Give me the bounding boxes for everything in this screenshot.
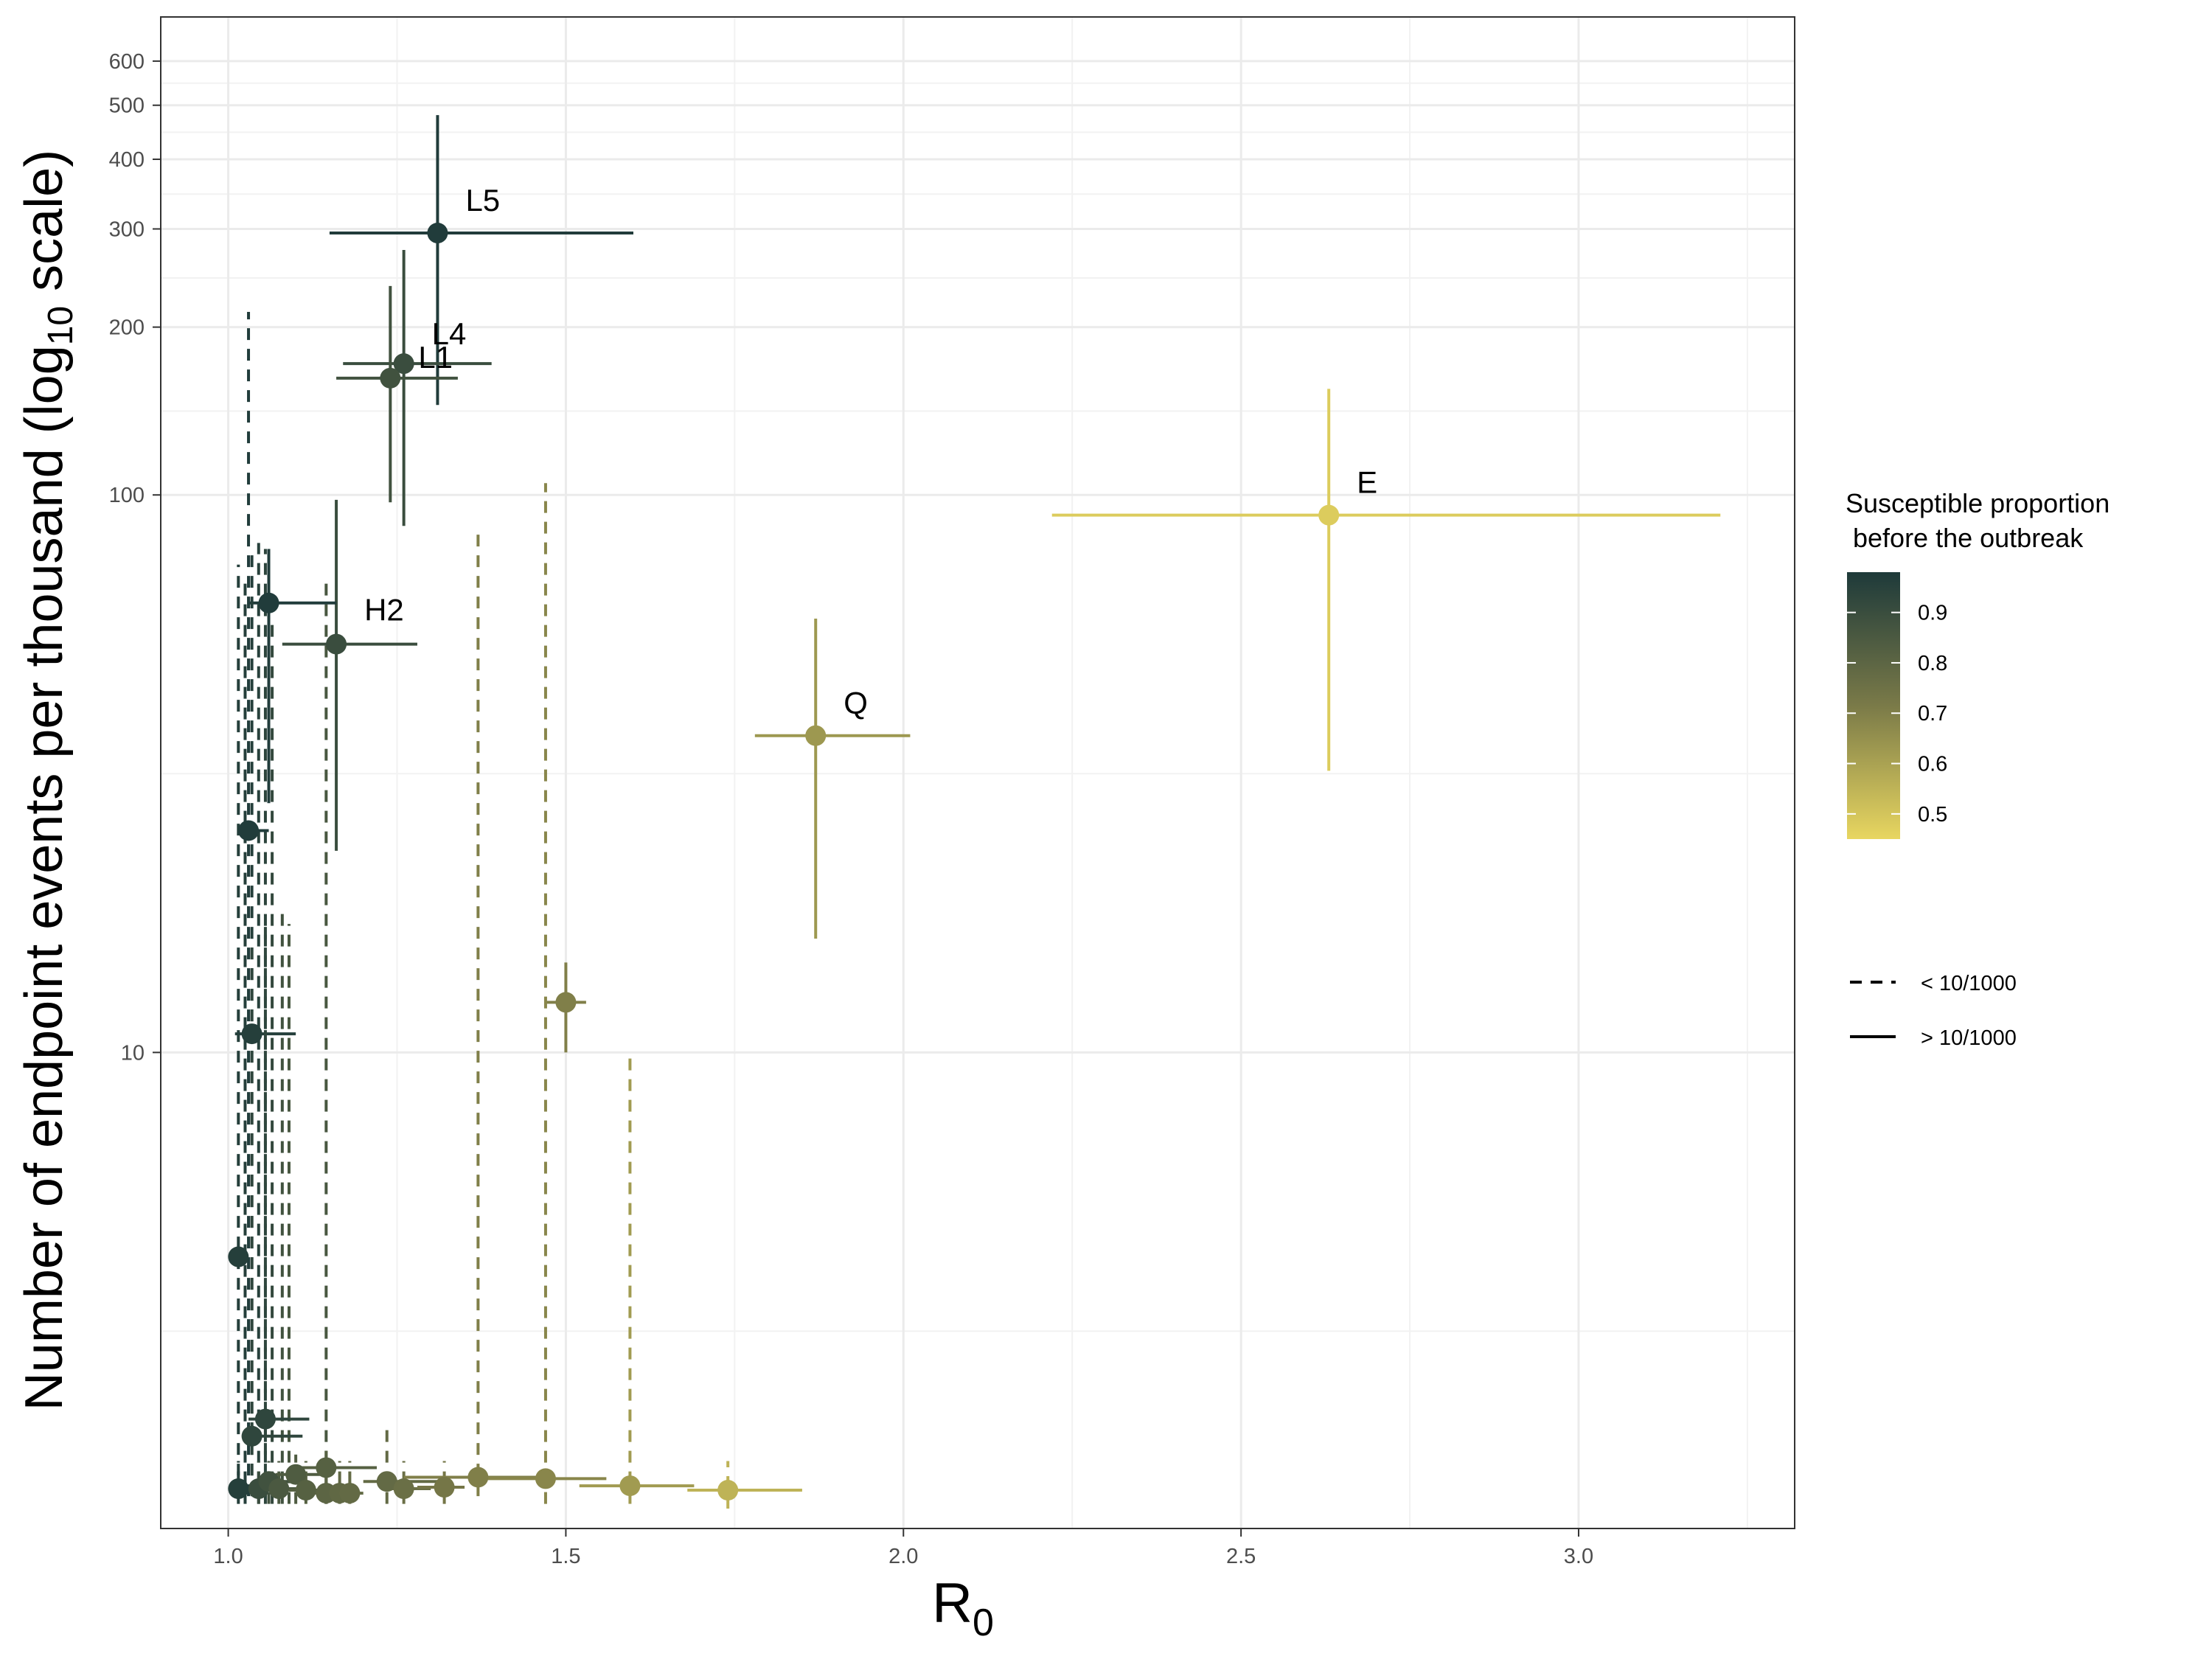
point-label: E [1357,465,1377,500]
data-point [619,1475,641,1497]
data-point [228,1478,249,1500]
data-point [535,1468,556,1489]
data-point [285,1464,307,1485]
data-point [434,1477,455,1498]
data-point [555,992,577,1013]
point-label: L1 [418,340,453,375]
y-tick-label: 100 [109,484,145,507]
plot-panel-border [160,16,1795,1529]
data-point [380,367,401,389]
colorbar-tick-label: 0.8 [1918,652,1947,675]
data-point [427,223,448,244]
data-point [268,1478,290,1500]
x-axis-title: R0 [932,1572,994,1644]
y-tick-label: 500 [109,94,145,118]
color-legend-ticks: 0.9 0.8 0.7 0.6 0.5 [1847,602,1947,827]
minor-gridlines [161,17,1795,1528]
data-point [228,1246,249,1267]
x-axis-title-subscript: 0 [973,1601,994,1644]
y-axis-title-main: Number of endpoint events per thousand (… [15,345,74,1411]
data-point [805,725,827,746]
data-point [717,1480,739,1501]
point-label: H2 [364,593,404,627]
colorbar-tick-label: 0.6 [1918,753,1947,776]
color-legend-title-line1: Susceptible proportion [1846,488,2110,518]
colorbar-tick-label: 0.7 [1918,702,1947,726]
data-point [295,1480,316,1501]
data-point [393,353,414,375]
data-point [1318,504,1340,526]
y-tick-label: 10 [121,1041,145,1065]
data-point [241,1023,262,1045]
data-point [316,1457,337,1478]
y-axis-title: Number of endpoint events per thousand (… [15,150,80,1411]
x-tick-label: 3.0 [1564,1545,1593,1568]
linetype-legend-label: > 10/1000 [1921,1026,2017,1050]
data-point [241,1425,262,1447]
data-point [339,1483,361,1504]
x-tick-label: 2.0 [888,1545,918,1568]
colorbar-tick-label: 0.5 [1918,803,1947,827]
data-point [238,820,260,841]
color-legend-title-line2: before the outbreak [1846,523,2084,553]
colorbar-tick-label: 0.9 [1918,602,1947,625]
y-axis-title-tail: scale) [15,150,74,306]
error-bars [228,115,1721,1509]
x-tick-label: 1.0 [213,1545,243,1568]
point-label: Q [844,686,868,720]
data-points [228,223,1340,1504]
y-tick-label: 200 [109,316,145,340]
y-tick-label: 400 [109,148,145,172]
x-tick-label: 2.5 [1226,1545,1256,1568]
legend: Susceptible proportion before the outbre… [1846,488,2110,1050]
y-tick-label: 600 [109,50,145,74]
x-tick-label: 1.5 [551,1545,580,1568]
major-gridlines [161,17,1795,1528]
x-axis-ticks: 1.0 1.5 2.0 2.5 3.0 [213,1528,1593,1568]
data-point [326,633,347,655]
linetype-legend: < 10/1000 > 10/1000 [1850,972,2017,1050]
y-axis-ticks: 10 100 200 300 400 500 600 [109,50,161,1065]
y-tick-label: 300 [109,218,145,241]
data-point [258,592,279,613]
x-axis-title-main: R [932,1572,973,1635]
y-axis-title-subscript: 10 [41,306,80,345]
data-point [376,1471,397,1492]
linetype-legend-label: < 10/1000 [1921,972,2017,995]
data-point [254,1408,276,1430]
point-label: L5 [465,183,500,218]
data-point [393,1478,414,1500]
data-point [467,1467,489,1488]
point-label: L4 [432,316,467,351]
color-legend-bar [1847,572,1900,839]
